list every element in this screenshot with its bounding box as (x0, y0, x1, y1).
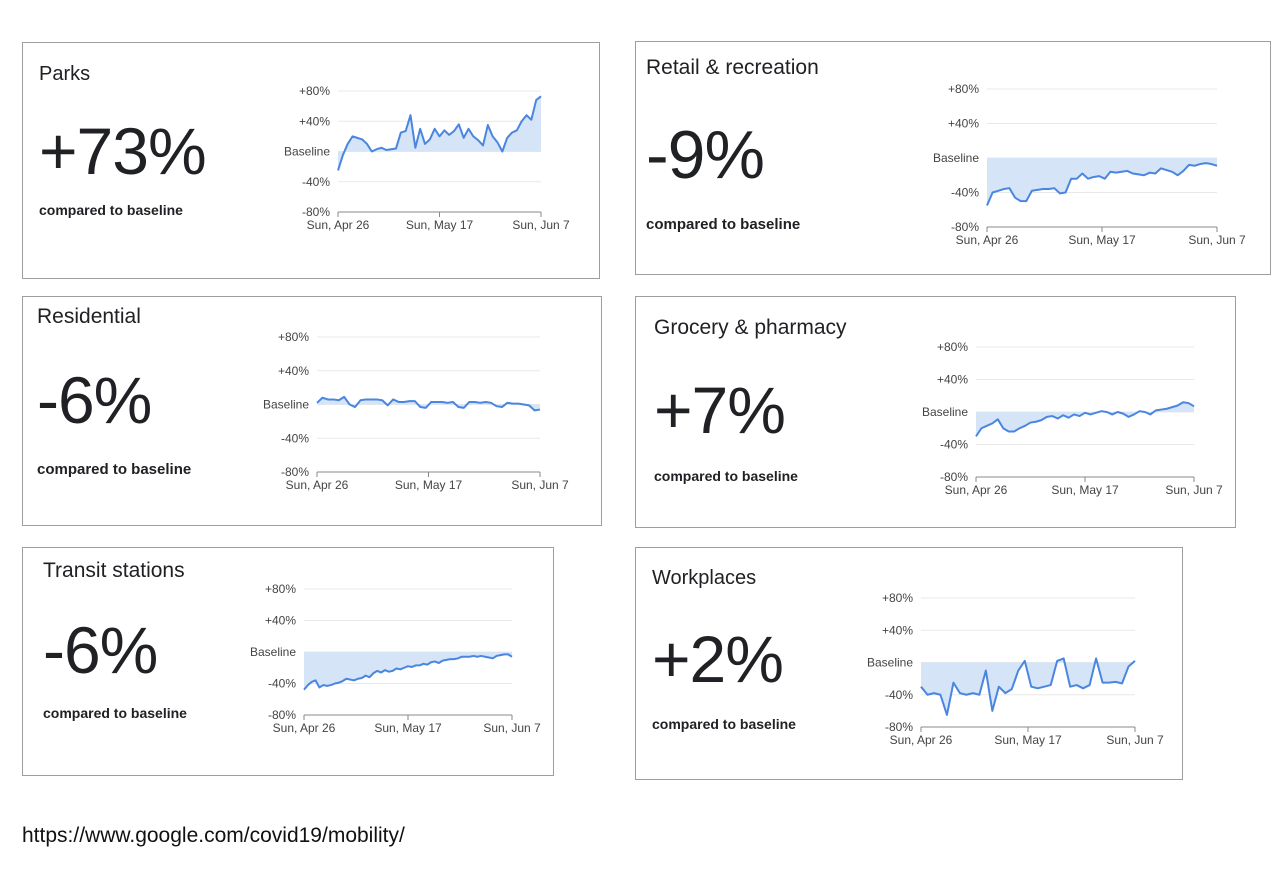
y-tick-label: +40% (265, 614, 296, 628)
series-line (920, 657, 1136, 716)
x-tick-label: Sun, Jun 7 (512, 218, 570, 232)
y-tick-label: +80% (265, 582, 296, 596)
x-tick-label: Sun, Apr 26 (307, 218, 370, 232)
card-title: Retail & recreation (646, 56, 819, 79)
area-fill (304, 652, 512, 690)
y-tick-label: Baseline (867, 656, 913, 670)
series-line (986, 162, 1218, 206)
headline-percent: -6% (43, 613, 158, 687)
x-tick-label: Sun, Apr 26 (286, 478, 349, 492)
series-line (337, 95, 542, 171)
x-tick-label: Sun, Jun 7 (1188, 233, 1246, 247)
transit-chart: +80% +40% Baseline -40% -80%Sun, Apr 26 Sun, … (250, 582, 541, 735)
baseline-caption: compared to baseline (654, 468, 798, 484)
parks-chart: +80% +40% Baseline -40% -80%Sun, Apr 26 Sun, … (284, 84, 570, 232)
mobility-card-grocery: Grocery & pharmacy +7% compared to basel… (635, 296, 1236, 528)
y-tick-label: +80% (299, 84, 330, 98)
headline-percent: -6% (37, 363, 152, 437)
y-tick-label: Baseline (263, 398, 309, 412)
series-line (303, 653, 513, 691)
y-tick-label: +80% (948, 82, 979, 96)
mobility-card-workplaces: Workplaces +2% compared to baseline +80%… (635, 547, 1183, 780)
card-title: Workplaces (652, 567, 757, 589)
y-tick-label: +40% (882, 623, 913, 637)
workplaces-chart: +80% +40% Baseline -40% -80%Sun, Apr 26 Sun, … (867, 591, 1164, 747)
y-tick-label: -80% (951, 220, 979, 234)
area-fill (987, 158, 1217, 206)
baseline-caption: compared to baseline (43, 705, 187, 721)
x-tick-label: Sun, Apr 26 (273, 721, 336, 735)
y-tick-label: -40% (885, 688, 913, 702)
mobility-card-residential: Residential -6% compared to baseline +80… (22, 296, 602, 526)
headline-percent: +73% (39, 114, 207, 188)
x-tick-label: Sun, Jun 7 (511, 478, 569, 492)
x-tick-label: Sun, May 17 (1068, 233, 1136, 247)
headline-percent: +7% (654, 373, 786, 447)
x-tick-label: Sun, May 17 (374, 721, 442, 735)
x-tick-label: Sun, May 17 (406, 218, 474, 232)
card-title: Transit stations (43, 559, 185, 582)
card-title: Parks (39, 63, 91, 85)
headline-percent: +2% (652, 622, 784, 696)
y-tick-label: -40% (268, 677, 296, 691)
x-tick-label: Sun, May 17 (994, 733, 1062, 747)
y-tick-label: Baseline (933, 151, 979, 165)
y-tick-label: Baseline (922, 405, 968, 419)
area-fill (921, 658, 1135, 715)
series-line (316, 395, 541, 412)
mobility-card-transit: Transit stations -6% compared to baselin… (22, 547, 554, 776)
y-tick-label: -80% (885, 720, 913, 734)
y-tick-label: +80% (278, 330, 309, 344)
x-tick-label: Sun, Apr 26 (945, 483, 1008, 497)
baseline-caption: compared to baseline (37, 461, 192, 478)
series-line (975, 401, 1195, 437)
y-tick-label: -40% (302, 175, 330, 189)
grocery-chart: +80% +40% Baseline -40% -80%Sun, Apr 26 Sun, … (922, 340, 1223, 497)
retail-chart: +80% +40% Baseline -40% -80%Sun, Apr 26 Sun, … (933, 82, 1246, 247)
x-tick-label: Sun, Jun 7 (483, 721, 541, 735)
x-tick-label: Sun, Jun 7 (1165, 483, 1223, 497)
y-tick-label: -80% (281, 465, 309, 479)
y-tick-label: Baseline (250, 645, 296, 659)
y-tick-label: -80% (940, 470, 968, 484)
baseline-caption: compared to baseline (652, 716, 796, 732)
residential-chart: +80% +40% Baseline -40% -80%Sun, Apr 26 Sun, … (263, 330, 569, 492)
mobility-card-parks: Parks +73% compared to baseline +80% +40%… (22, 42, 600, 279)
headline-percent: -9% (646, 117, 765, 193)
card-title: Residential (37, 305, 141, 328)
x-tick-label: Sun, Apr 26 (956, 233, 1019, 247)
source-url[interactable]: https://www.google.com/covid19/mobility/ (22, 824, 405, 847)
y-tick-label: -40% (940, 438, 968, 452)
baseline-caption: compared to baseline (646, 216, 801, 233)
y-tick-label: -40% (281, 431, 309, 445)
mobility-card-retail: Retail & recreation -9% compared to base… (635, 41, 1271, 275)
y-tick-label: +80% (937, 340, 968, 354)
y-tick-label: +40% (937, 373, 968, 387)
x-tick-label: Sun, Jun 7 (1106, 733, 1164, 747)
y-tick-label: +40% (299, 114, 330, 128)
y-tick-label: +40% (948, 117, 979, 131)
x-tick-label: Sun, May 17 (1051, 483, 1119, 497)
y-tick-label: Baseline (284, 145, 330, 159)
baseline-caption: compared to baseline (39, 202, 183, 218)
y-tick-label: -40% (951, 186, 979, 200)
x-tick-label: Sun, May 17 (395, 478, 463, 492)
card-title: Grocery & pharmacy (654, 316, 847, 339)
y-tick-label: -80% (268, 708, 296, 722)
y-tick-label: +80% (882, 591, 913, 605)
x-tick-label: Sun, Apr 26 (890, 733, 953, 747)
area-fill (976, 402, 1194, 437)
y-tick-label: +40% (278, 364, 309, 378)
y-tick-label: -80% (302, 205, 330, 219)
